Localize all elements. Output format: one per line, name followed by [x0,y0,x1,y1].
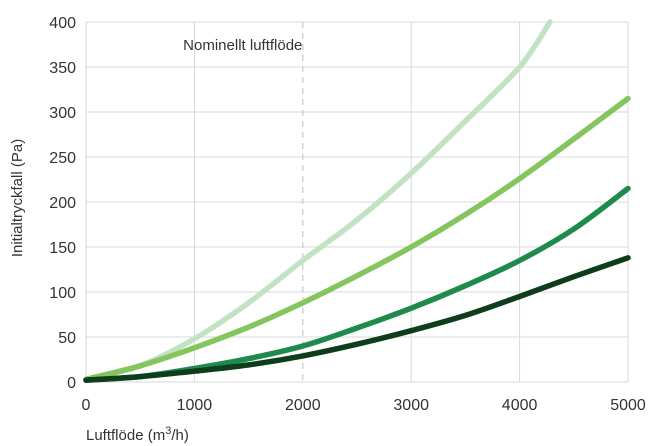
x-axis-title: Luftflöde (m3/h) [86,425,189,444]
y-tick-label: 150 [49,240,76,257]
y-axis-title: Initialtryckfall (Pa) [9,139,26,257]
x-tick-labels: 0 1000 2000 3000 4000 5000 [82,397,646,414]
y-tick-label: 350 [49,60,76,77]
x-axis-title-suffix: /h) [171,427,189,444]
y-tick-label: 400 [49,15,76,32]
x-axis-title-main: Luftflöde (m [86,427,165,444]
x-tick-label: 5000 [610,397,646,414]
series-group [83,19,631,383]
series-line-4 [83,255,631,383]
y-tick-label: 300 [49,105,76,122]
x-tick-label: 2000 [285,397,321,414]
y-tick-label: 50 [58,330,76,347]
x-tick-label: 4000 [502,397,538,414]
x-tick-label: 1000 [177,397,213,414]
x-tick-label: 0 [82,397,91,414]
x-tick-label: 3000 [393,397,429,414]
y-tick-label: 200 [49,195,76,212]
nominal-airflow-label: Nominellt luftflöde [183,37,302,54]
series-line-2 [83,95,631,383]
x-axis-title-sup: 3 [165,425,171,437]
y-tick-labels: 0 50 100 150 200 250 300 350 400 [49,15,76,392]
y-tick-label: 250 [49,150,76,167]
y-tick-label: 100 [49,285,76,302]
grid [85,21,629,383]
y-tick-label: 0 [67,375,76,392]
series-line-1 [83,19,553,383]
